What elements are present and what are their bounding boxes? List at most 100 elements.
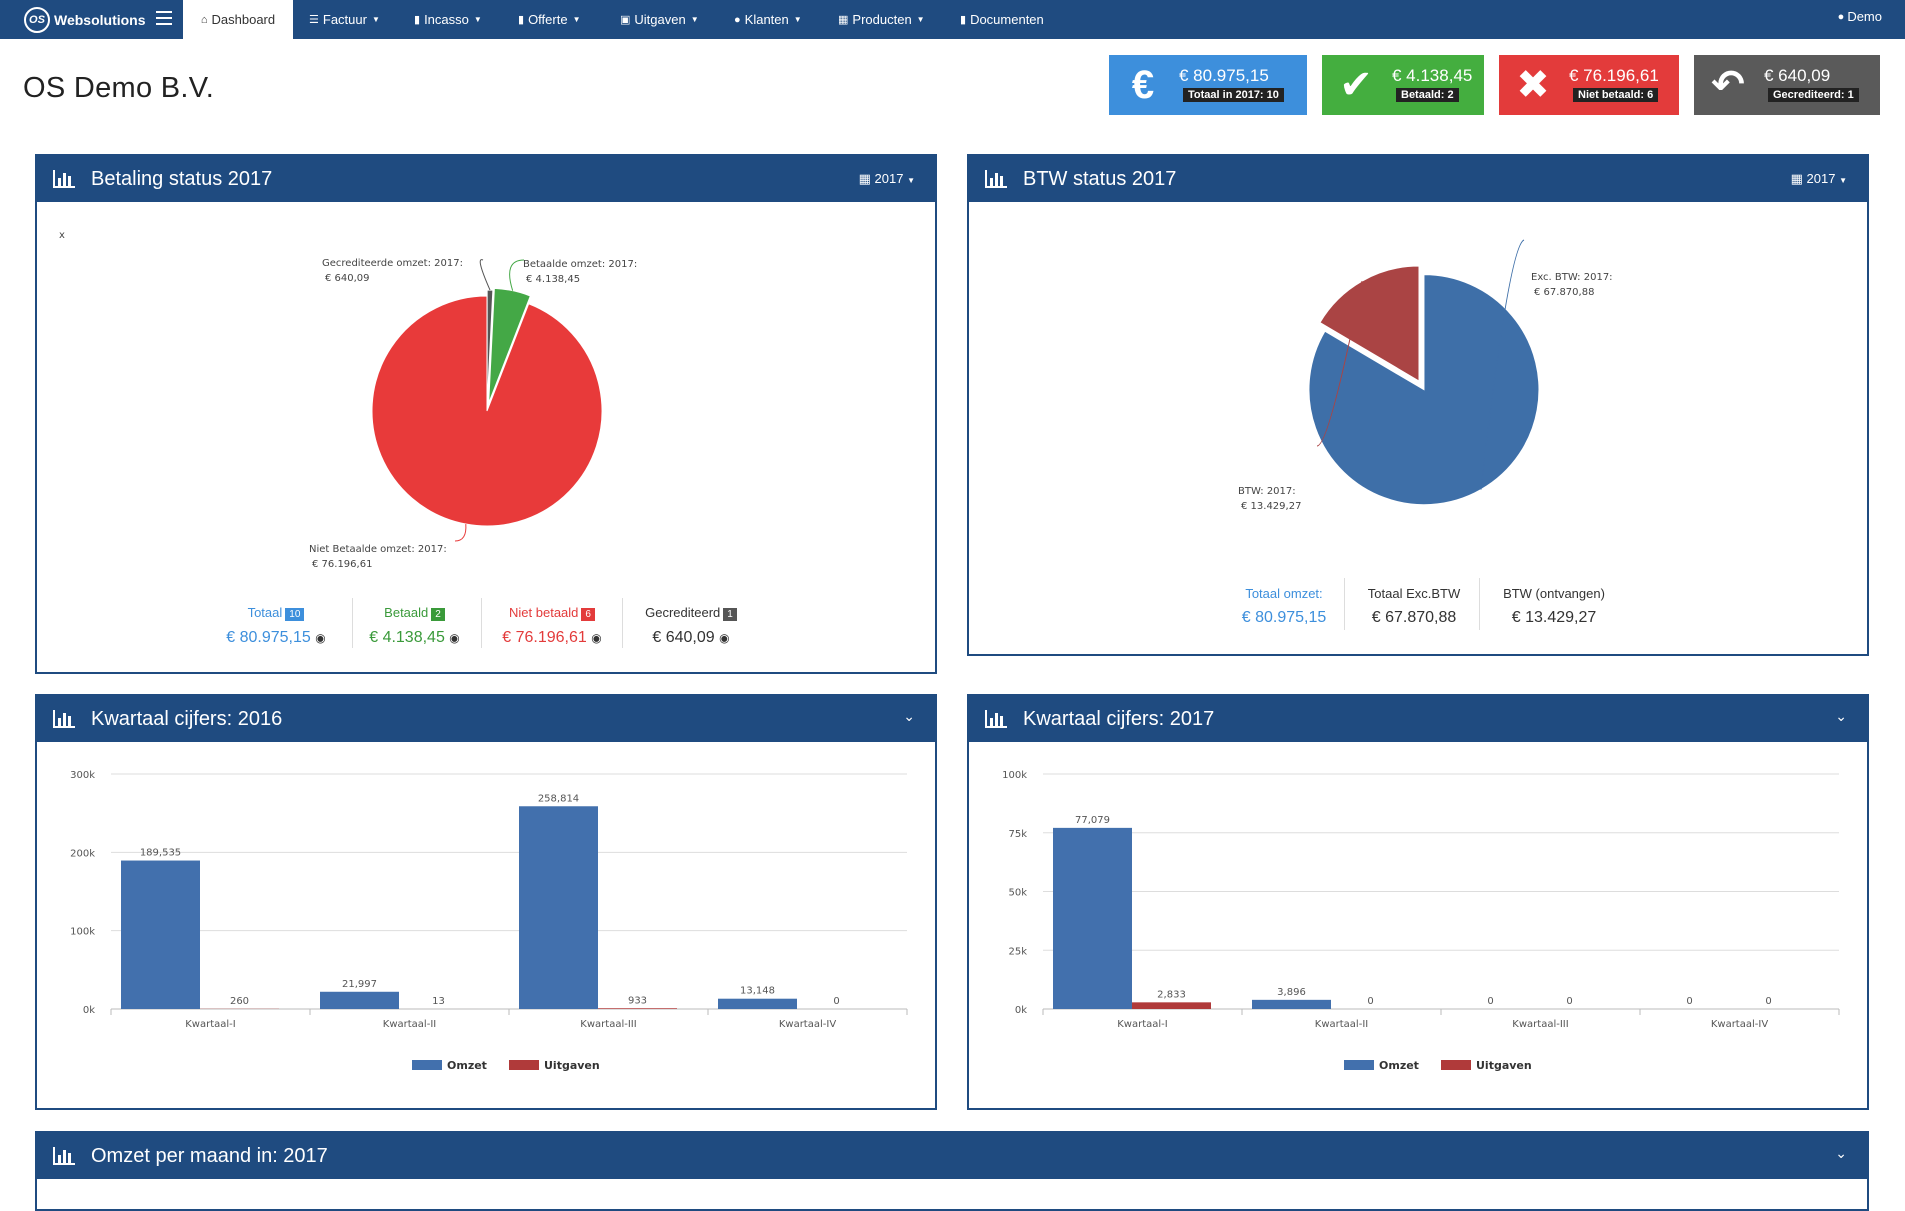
nav-documenten[interactable]: ▮ Documenten [960,0,1044,39]
bar-chart-icon [53,1147,75,1165]
legend-label: Uitgaven [1476,1059,1532,1072]
y-tick-label: 100k [70,927,95,938]
x-tick-label: Kwartaal-I [185,1019,236,1030]
pie-label-value: € 640,09 [325,273,370,284]
pie-label-name: Exc. BTW: 2017: [1531,272,1613,283]
bar-data-label: 0 [1686,996,1692,1007]
table-icon: ▦ [838,13,848,26]
x-tick-label: Kwartaal-II [383,1019,436,1030]
panel-payment-status: Betaling status 2017 ▦ 2017 ▼ x Gecredit… [35,154,937,674]
y-tick-label: 300k [70,770,95,781]
y-tick-label: 25k [1008,946,1027,957]
legend-swatch [412,1060,442,1070]
bar-data-label: 77,079 [1075,815,1110,826]
y-tick-label: 50k [1008,888,1027,899]
bar-data-label: 0 [1487,996,1493,1007]
nav-incasso[interactable]: ▮ Incasso▼ [414,0,482,39]
pie-label-value: € 4.138,45 [526,274,580,285]
stat-total[interactable]: € € 80.975,15 Totaal in 2017: 10 [1109,55,1307,115]
home-icon: ⌂ [201,14,208,26]
panel-header: Omzet per maand in: 2017 ⌄ [37,1133,1867,1179]
vat-pie-chart: Exc. BTW: 2017: € 67.870,88 BTW: 2017: € 13… [969,156,1867,654]
pie-label-value: € 13.429,27 [1241,501,1301,512]
menu-toggle-icon[interactable] [156,11,172,27]
eye-icon[interactable]: ◉ [591,631,601,645]
eye-icon[interactable]: ◉ [449,631,459,645]
stat-paid[interactable]: ✔ € 4.138,45 Betaald: 2 [1322,55,1484,115]
bar-data-label: 2,833 [1157,989,1186,1000]
user-icon: ● [734,14,741,26]
caret-down-icon: ▼ [917,15,925,24]
y-tick-label: 200k [70,848,95,859]
nav-offerte[interactable]: ▮ Offerte▼ [518,0,581,39]
bar-omzet [519,806,598,1009]
bar-omzet [718,999,797,1009]
bar-omzet [1053,828,1132,1009]
book-icon: ▮ [960,13,966,26]
briefcase-icon: ▣ [620,13,630,26]
quarterly-2016-bar-chart: 0k100k200k300kKwartaal-I189,535260Kwarta… [37,696,935,1108]
times-icon: ✖ [1513,63,1553,107]
legend-label: Omzet [447,1059,487,1072]
eye-icon[interactable]: ◉ [315,631,325,645]
y-tick-label: 100k [1002,770,1027,781]
euro-icon: € [1123,63,1163,107]
bar-omzet [1252,1000,1331,1009]
bar-data-label: 3,896 [1277,987,1306,998]
x-tick-label: Kwartaal-I [1117,1019,1168,1030]
y-tick-label: 0k [83,1005,95,1016]
top-navbar: OS Websolutions ⌂ Dashboard ☰ Factuur▼ ▮… [0,0,1905,39]
nav-uitgaven[interactable]: ▣ Uitgaven▼ [620,0,699,39]
summary-vat-received: BTW (ontvangen) € 13.429,27 [1489,586,1619,627]
eye-icon[interactable]: ◉ [719,631,729,645]
bar-omzet [320,992,399,1009]
page-title: OS Demo B.V. [23,72,214,105]
count-badge: 2 [431,608,445,621]
pie-label-value: € 67.870,88 [1534,287,1594,298]
user-icon: ● [1838,11,1845,23]
count-badge: 1 [723,608,737,621]
y-tick-label: 75k [1008,829,1027,840]
brand[interactable]: OS Websolutions [24,6,146,34]
legend-label: Uitgaven [544,1059,600,1072]
nav-factuur[interactable]: ☰ Factuur▼ [309,0,380,39]
bar-data-label: 189,535 [140,848,181,859]
legend-swatch [509,1060,539,1070]
bar-data-label: 13,148 [740,986,775,997]
nav-klanten[interactable]: ● Klanten▼ [734,0,802,39]
check-icon: ✔ [1336,63,1376,107]
y-tick-label: 0k [1015,1005,1027,1016]
pie-label-name: BTW: 2017: [1238,486,1296,497]
legend-label: Omzet [1379,1059,1419,1072]
nav-dashboard[interactable]: ⌂ Dashboard [183,0,293,39]
stat-unpaid[interactable]: ✖ € 76.196,61 Niet betaald: 6 [1499,55,1679,115]
x-tick-label: Kwartaal-III [1512,1019,1568,1030]
bar-omzet [121,861,200,1009]
panel-vat-status: BTW status 2017 ▦ 2017 ▼ Exc. BTW: 2017:… [967,154,1869,656]
pie-label-name: Gecrediteerde omzet: 2017: [322,258,463,269]
panel-monthly-revenue: Omzet per maand in: 2017 ⌄ [35,1131,1869,1211]
summary-total-revenue: Totaal omzet: € 80.975,15 [1229,586,1339,627]
brand-logo-icon: OS [24,7,50,33]
list-icon: ☰ [309,13,319,26]
nav-producten[interactable]: ▦ Producten▼ [838,0,925,39]
pie-connector [510,260,524,291]
panel-title: Omzet per maand in: 2017 [91,1145,328,1168]
caret-down-icon: ▼ [794,15,802,24]
caret-down-icon: ▼ [691,15,699,24]
payment-pie-chart: x Gecrediteerde omzet: 2017:€ 640,09Beta… [37,156,935,672]
pie-label-name: Betaalde omzet: 2017: [523,259,637,270]
pie-label-value: € 76.196,61 [312,559,372,570]
caret-down-icon: ▼ [372,15,380,24]
chevron-down-icon[interactable]: ⌄ [1835,1145,1847,1162]
chart-close-mark[interactable]: x [59,230,65,241]
bar-data-label: 0 [1367,996,1373,1007]
user-menu[interactable]: ● Demo [1838,0,1882,33]
stat-credited[interactable]: ↶ € 640,09 Gecrediteerd: 1 [1694,55,1880,115]
pie-connector [455,524,466,541]
bar-uitgaven [598,1008,677,1009]
